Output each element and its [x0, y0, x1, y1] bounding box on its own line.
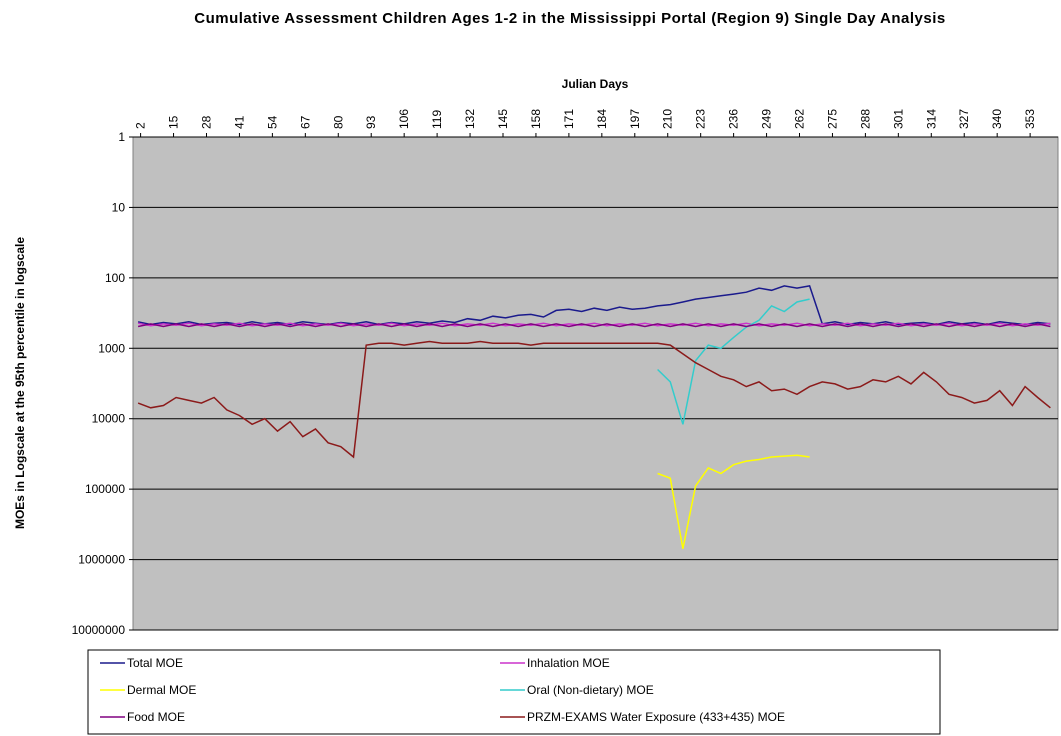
x-tick-label: 132	[463, 109, 477, 129]
x-tick-label: 15	[167, 115, 181, 129]
x-tick-label: 67	[298, 115, 312, 129]
y-tick-label: 1000000	[78, 553, 125, 567]
legend-label: Food MOE	[127, 710, 185, 724]
y-tick-label: 10	[112, 200, 126, 214]
x-tick-label: 314	[924, 109, 938, 129]
y-tick-label: 100000	[85, 482, 125, 496]
x-tick-label: 119	[430, 110, 444, 129]
y-tick-label: 10000000	[72, 623, 126, 637]
legend-label: Dermal MOE	[127, 683, 196, 697]
x-tick-label: 41	[232, 115, 246, 129]
x-tick-label: 301	[891, 109, 905, 129]
x-tick-label: 80	[331, 115, 345, 129]
legend-label: Oral (Non-dietary) MOE	[527, 683, 654, 697]
chart-title: Cumulative Assessment Children Ages 1-2 …	[194, 10, 946, 27]
series-line	[137, 285, 1051, 326]
x-tick-label: 145	[496, 109, 510, 129]
x-tick-label: 106	[397, 109, 411, 129]
x-tick-label: 93	[364, 115, 378, 129]
x-tick-label: 275	[825, 109, 839, 129]
x-tick-label: 249	[760, 109, 774, 129]
x-tick-label: 340	[990, 109, 1004, 129]
x-tick-label: 353	[1023, 109, 1037, 129]
legend-label: Inhalation MOE	[527, 656, 610, 670]
x-tick-label: 223	[694, 109, 708, 129]
x-tick-label: 327	[957, 109, 971, 129]
plot-area	[132, 136, 1059, 631]
y-tick-label: 1000	[98, 341, 125, 355]
x-tick-label: 2	[134, 122, 148, 129]
x-tick-label: 54	[265, 115, 279, 129]
series-line	[137, 322, 1051, 327]
y-axis-title: MOEs in Logscale at the 95th percentile …	[13, 237, 27, 529]
x-tick-label: 28	[199, 115, 213, 129]
x-tick-label: 262	[793, 109, 807, 129]
x-tick-label: 288	[858, 109, 872, 129]
x-tick-label: 197	[628, 109, 642, 129]
series-line	[657, 298, 810, 425]
x-axis-title: Julian Days	[562, 77, 629, 91]
series-line	[657, 454, 810, 549]
y-tick-label: 1	[118, 130, 125, 144]
y-tick-label: 10000	[92, 412, 126, 426]
x-tick-label: 236	[727, 109, 741, 129]
series-line	[137, 323, 1051, 328]
series-line	[137, 340, 1051, 459]
x-tick-label: 171	[562, 109, 576, 129]
x-tick-label: 158	[529, 109, 543, 129]
y-tick-label: 100	[105, 271, 125, 285]
x-tick-label: 184	[595, 109, 609, 129]
legend-label: PRZM-EXAMS Water Exposure (433+435) MOE	[527, 710, 785, 724]
legend-box	[87, 649, 941, 735]
legend-label: Total MOE	[127, 656, 183, 670]
x-tick-label: 210	[661, 109, 675, 129]
